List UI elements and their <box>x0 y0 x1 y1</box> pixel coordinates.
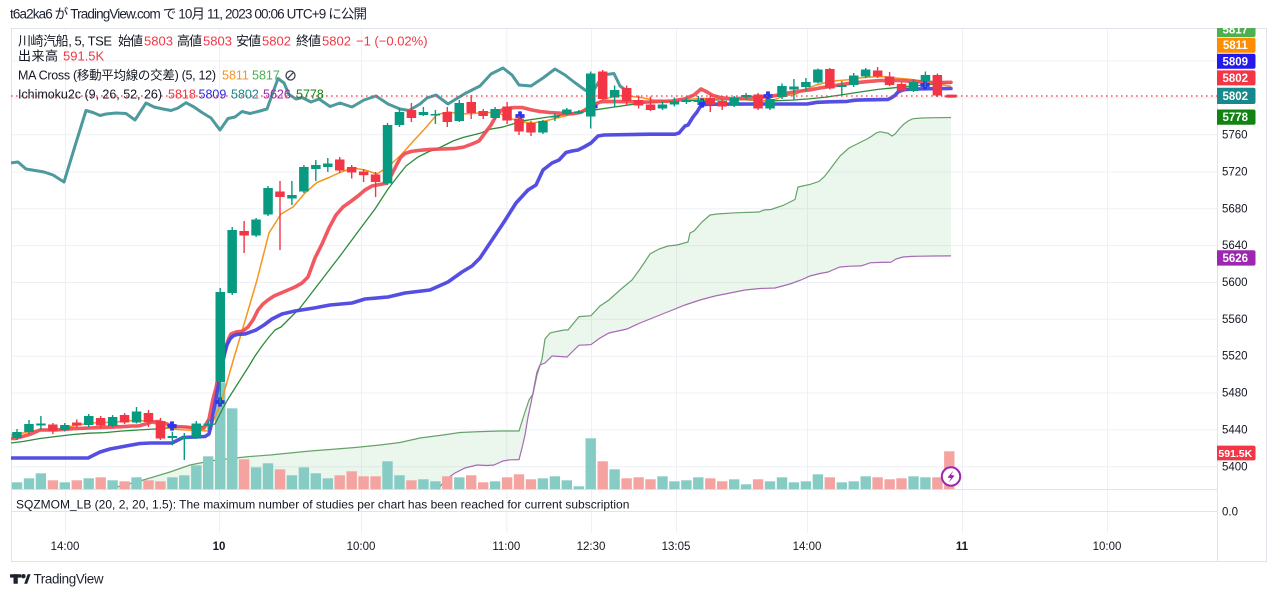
svg-text:5802: 5802 <box>1223 91 1249 103</box>
svg-text:終値: 終値 <box>296 34 321 49</box>
svg-text:−1 (−0.02%): −1 (−0.02%) <box>356 34 428 49</box>
svg-text:TradingView: TradingView <box>34 571 104 586</box>
svg-text:5802: 5802 <box>322 34 351 49</box>
svg-text:5626: 5626 <box>1223 253 1249 265</box>
svg-text:5440: 5440 <box>1222 424 1248 436</box>
svg-text:5809: 5809 <box>1223 56 1249 68</box>
svg-text:始値: 始値 <box>118 34 143 49</box>
svg-text:5600: 5600 <box>1222 277 1248 289</box>
svg-text:14:00: 14:00 <box>51 541 80 553</box>
svg-text:5720: 5720 <box>1222 166 1248 178</box>
svg-text:5640: 5640 <box>1222 240 1248 252</box>
svg-text:5802: 5802 <box>231 88 259 102</box>
svg-text:5818: 5818 <box>168 88 196 102</box>
svg-text:5802: 5802 <box>262 34 291 49</box>
svg-text:5778: 5778 <box>296 88 324 102</box>
svg-text:川崎汽船, 5, TSE: 川崎汽船, 5, TSE <box>18 34 112 49</box>
svg-text:5803: 5803 <box>144 34 173 49</box>
svg-text:5400: 5400 <box>1222 461 1248 473</box>
svg-text:5778: 5778 <box>1223 112 1249 124</box>
svg-text:10:00: 10:00 <box>1093 541 1122 553</box>
svg-text:11:00: 11:00 <box>492 541 520 553</box>
svg-text:5817: 5817 <box>1223 25 1249 37</box>
svg-text:5480: 5480 <box>1222 388 1248 400</box>
svg-text:5803: 5803 <box>203 34 232 49</box>
svg-text:5802: 5802 <box>1223 73 1249 85</box>
svg-text:5680: 5680 <box>1222 203 1248 215</box>
svg-text:5560: 5560 <box>1222 314 1248 326</box>
svg-text:5811: 5811 <box>222 69 249 83</box>
svg-text:591.5K: 591.5K <box>63 49 105 64</box>
svg-text:11: 11 <box>956 541 969 553</box>
svg-text:Ichimoku2c (9, 26, 52, 26): Ichimoku2c (9, 26, 52, 26) <box>18 88 162 102</box>
svg-text:出来高: 出来高 <box>18 49 58 64</box>
svg-text:MA Cross (移動平均線の交差) (5, 12): MA Cross (移動平均線の交差) (5, 12) <box>18 68 216 83</box>
svg-text:12:30: 12:30 <box>577 541 606 553</box>
svg-text:5809: 5809 <box>199 88 227 102</box>
svg-text:5811: 5811 <box>1223 40 1249 52</box>
svg-text:安値: 安値 <box>236 34 261 49</box>
svg-text:5817: 5817 <box>252 69 280 83</box>
svg-text:t6a2ka6 が TradingView.com で 10: t6a2ka6 が TradingView.com で 10月 11, 2023… <box>10 7 367 22</box>
svg-text:0.0: 0.0 <box>1222 507 1238 519</box>
svg-text:13:05: 13:05 <box>662 541 691 553</box>
svg-text:591.5K: 591.5K <box>1218 448 1252 460</box>
svg-text:10: 10 <box>213 541 226 553</box>
svg-text:SQZMOM_LB (20, 2, 20, 1.5): Th: SQZMOM_LB (20, 2, 20, 1.5): The maximum … <box>16 498 629 512</box>
svg-text:10:00: 10:00 <box>347 541 376 553</box>
svg-text:14:00: 14:00 <box>793 541 822 553</box>
svg-text:5626: 5626 <box>263 88 291 102</box>
svg-text:高値: 高値 <box>177 34 202 49</box>
svg-text:5520: 5520 <box>1222 351 1248 363</box>
svg-text:5760: 5760 <box>1222 129 1248 141</box>
